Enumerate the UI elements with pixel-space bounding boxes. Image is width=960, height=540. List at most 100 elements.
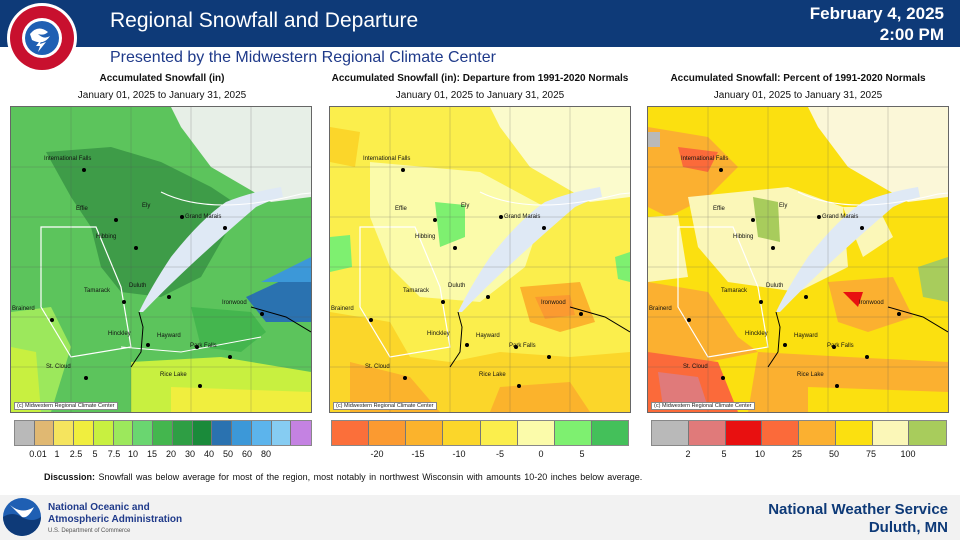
legend-swatch [725, 421, 763, 445]
legend-swatch [133, 421, 154, 445]
legend-swatch [251, 421, 272, 445]
city-marker [441, 300, 445, 304]
city-marker [499, 215, 503, 219]
city-marker [122, 300, 126, 304]
city-marker [369, 318, 373, 322]
city-label: St. Cloud [683, 364, 708, 370]
city-label: Ironwood [541, 300, 566, 306]
city-label: Tamarack [84, 288, 111, 294]
city-label: Rice Lake [797, 372, 824, 378]
city-label: Hinckley [108, 331, 131, 337]
city-label: International Falls [681, 156, 729, 162]
map-credit: (c) Midwestern Regional Climate Center [651, 402, 755, 410]
legend-label: 15 [146, 449, 158, 459]
city-marker [146, 343, 150, 347]
legend-swatch [406, 421, 444, 445]
legend-swatch [652, 421, 689, 445]
date-text: February 4, 2025 [809, 4, 944, 23]
city-marker [719, 168, 723, 172]
city-label: Grand Marais [185, 214, 222, 220]
city-marker [897, 312, 901, 316]
map-credit: (c) Midwestern Regional Climate Center [333, 402, 437, 410]
city-marker [260, 312, 264, 316]
noaa-line1: National Oceanic and [48, 502, 150, 513]
legend-swatch [688, 421, 726, 445]
city-label: St. Cloud [46, 364, 71, 370]
legend-swatch [271, 421, 292, 445]
city-label: International Falls [363, 156, 411, 162]
nws-logo [7, 3, 77, 73]
legend-swatch [872, 421, 910, 445]
discussion-label: Discussion: [44, 472, 96, 482]
legend-label: 2.5 [69, 449, 83, 459]
datetime: February 4, 2025 2:00 PM [810, 3, 944, 45]
legend-label: 0.01 [29, 449, 47, 459]
city-marker [453, 246, 457, 250]
legend-label: 40 [203, 449, 215, 459]
city-marker [547, 355, 551, 359]
legend-swatch [799, 421, 836, 445]
legend-swatch [762, 421, 799, 445]
footer-bar [0, 495, 960, 540]
city-label: Effie [76, 206, 88, 212]
legend-label: 100 [900, 449, 916, 459]
city-marker [579, 312, 583, 316]
legend-swatch [554, 421, 592, 445]
legend-label: 75 [865, 449, 877, 459]
legend-label: -20 [370, 449, 384, 459]
city-marker [82, 168, 86, 172]
legend-label: 0 [538, 449, 544, 459]
legend-label: 2 [685, 449, 691, 459]
city-marker [486, 295, 490, 299]
legend-swatch [153, 421, 173, 445]
city-label: Effie [713, 206, 725, 212]
city-label: Duluth [766, 283, 784, 289]
legend-swatch [517, 421, 555, 445]
legend-label: 25 [791, 449, 803, 459]
city-marker [403, 376, 407, 380]
city-label: Brainerd [331, 306, 354, 312]
legend-label: 5 [579, 449, 585, 459]
city-label: Rice Lake [160, 372, 187, 378]
legend-swatch [74, 421, 94, 445]
legend-percent [651, 420, 947, 446]
city-marker [817, 215, 821, 219]
city-label: Ironwood [222, 300, 247, 306]
city-label: Ely [779, 203, 788, 209]
legend-label: -15 [411, 449, 425, 459]
city-marker [759, 300, 763, 304]
city-marker [228, 355, 232, 359]
city-marker [804, 295, 808, 299]
legend-swatch [591, 421, 628, 445]
legend-label: 60 [241, 449, 253, 459]
city-label: Tamarack [721, 288, 748, 294]
panel-snowfall: Accumulated Snowfall (in) January 01, 20… [7, 73, 317, 101]
panel-departure: Accumulated Snowfall (in): Departure fro… [325, 73, 635, 101]
discussion: Discussion: Snowfall was below average f… [44, 472, 642, 482]
city-label: Hibbing [415, 234, 436, 240]
legend-label: -10 [452, 449, 466, 459]
legend-departure [331, 420, 629, 446]
map-snowfall: (c) Midwestern Regional Climate Center [10, 106, 312, 413]
city-marker [687, 318, 691, 322]
legend-swatch [909, 421, 946, 445]
legend-swatch [54, 421, 75, 445]
city-marker [167, 295, 171, 299]
legend-swatch [34, 421, 55, 445]
legend-swatch [192, 421, 213, 445]
city-label: Hibbing [733, 234, 754, 240]
city-label: Brainerd [649, 306, 672, 312]
city-label: Ironwood [859, 300, 884, 306]
legend-swatch [443, 421, 481, 445]
panel-dates: January 01, 2025 to January 31, 2025 [77, 90, 247, 101]
city-label: Ely [461, 203, 470, 209]
page-subtitle: Presented by the Midwestern Regional Cli… [110, 49, 496, 66]
city-marker [721, 376, 725, 380]
legend-label: 1 [54, 449, 60, 459]
time-text: 2:00 PM [879, 25, 944, 44]
legend-swatch [172, 421, 193, 445]
legend-swatch [15, 421, 35, 445]
noaa-dept: U.S. Department of Commerce [48, 528, 131, 534]
city-marker [195, 345, 199, 349]
map-credit: (c) Midwestern Regional Climate Center [14, 402, 118, 410]
